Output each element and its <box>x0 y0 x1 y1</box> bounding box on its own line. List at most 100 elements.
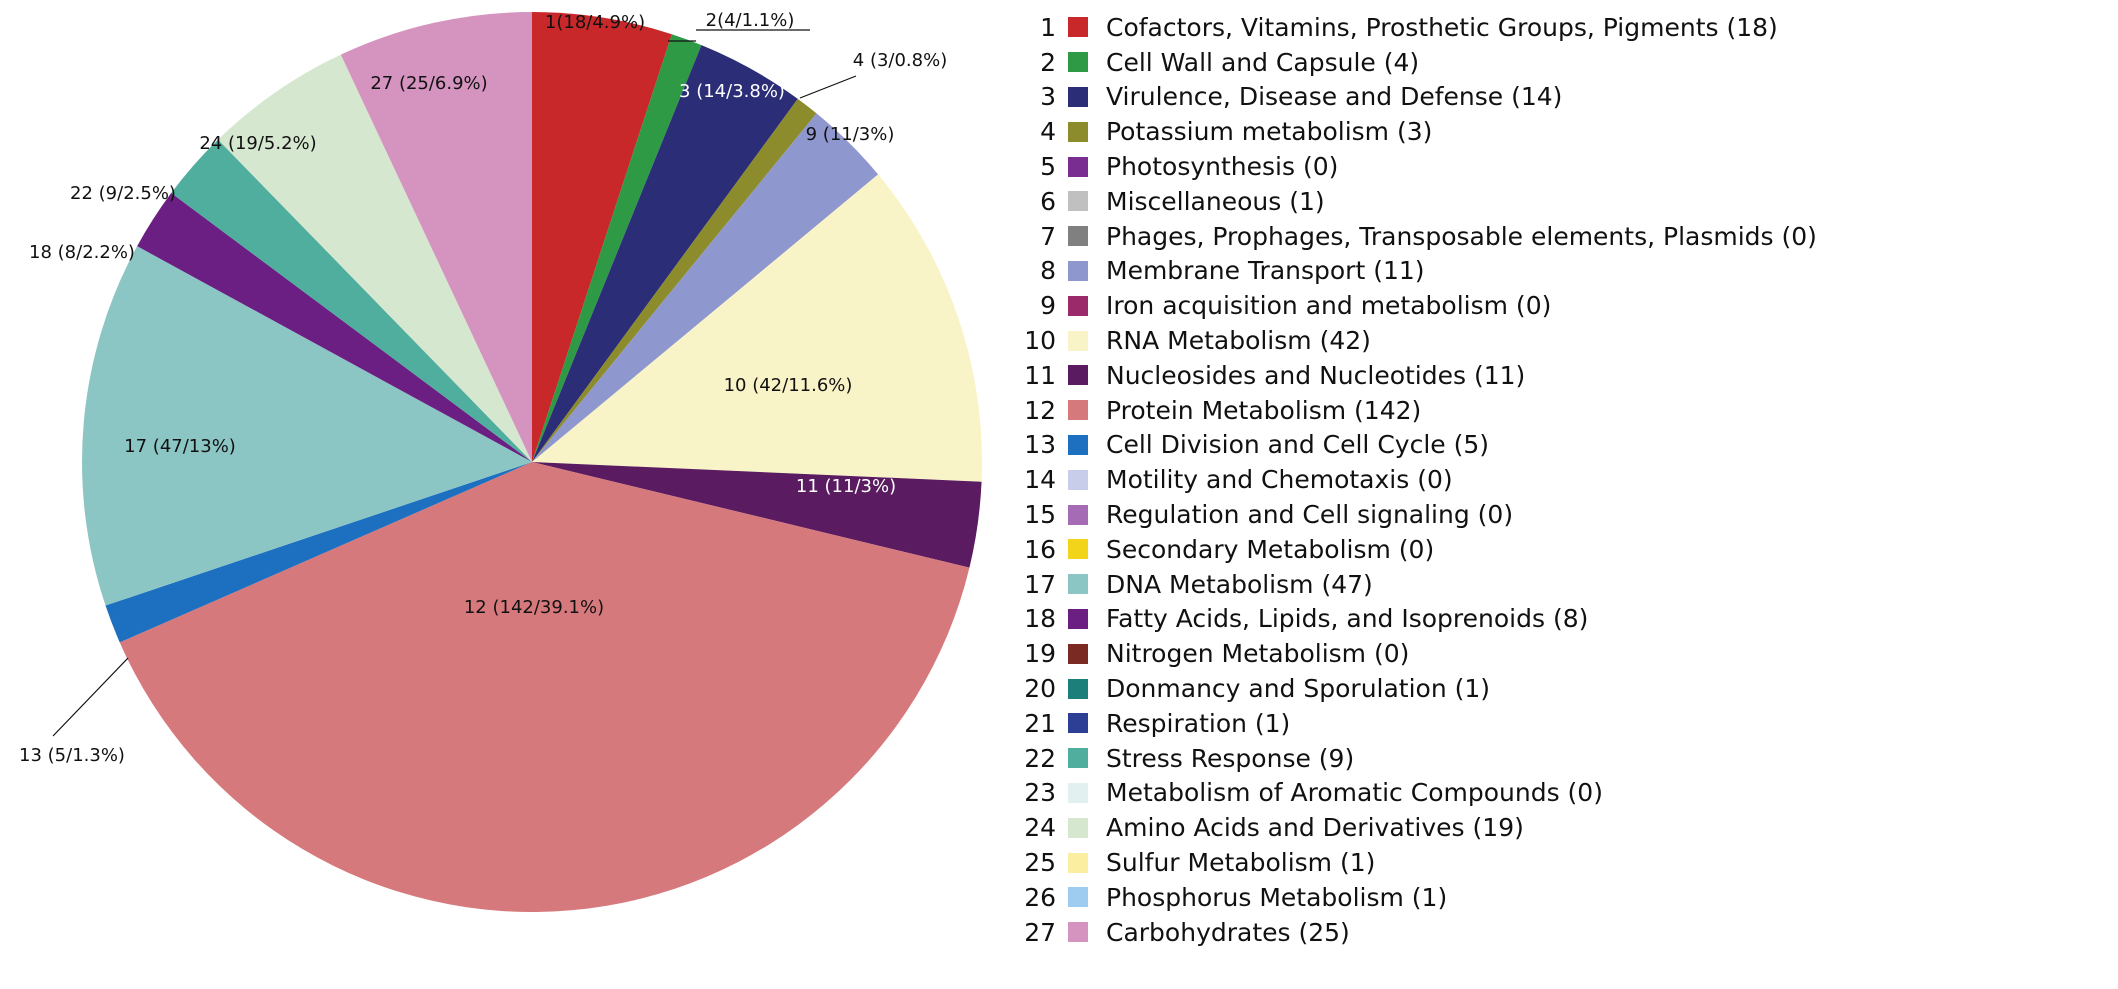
legend-swatch <box>1068 295 1088 316</box>
legend-item-24: 24 Amino Acids and Derivatives (19) <box>1010 810 2110 845</box>
legend-item-label: Carbohydrates (25) <box>1106 917 1350 947</box>
legend-item-label: Respiration (1) <box>1106 708 1291 738</box>
legend-item-label: Stress Response (9) <box>1106 743 1355 773</box>
legend-swatch <box>1068 713 1088 734</box>
legend-item-26: 26 Phosphorus Metabolism (1) <box>1010 880 2110 915</box>
legend-item-19: 19 Nitrogen Metabolism (0) <box>1010 636 2110 671</box>
legend-item-number: 9 <box>1040 291 1056 321</box>
pie-slice-22 <box>171 139 533 462</box>
legend-item-number: 5 <box>1040 152 1056 182</box>
slice-label-10: 10 (42/11.6%) <box>724 375 853 396</box>
legend-swatch <box>1068 191 1088 212</box>
legend-swatch <box>1068 17 1088 38</box>
legend-swatch <box>1068 539 1088 560</box>
legend-item-label: Metabolism of Aromatic Compounds (0) <box>1106 778 1603 808</box>
slice-label-11: 11 (11/3%) <box>796 476 896 497</box>
legend-item-number: 27 <box>1024 917 1056 947</box>
pie-slice-9 <box>532 113 879 462</box>
legend-swatch <box>1068 574 1088 595</box>
legend-item-number: 6 <box>1040 186 1056 216</box>
slice-label-17: 17 (47/13%) <box>124 436 236 457</box>
legend-item-1: 1 Cofactors, Vitamins, Prosthetic Groups,… <box>1010 10 2110 45</box>
legend-swatch <box>1068 330 1088 351</box>
pie-slices <box>81 12 982 912</box>
legend-item-13: 13 Cell Division and Cell Cycle (5) <box>1010 428 2110 463</box>
legend-item-4: 4 Potassium metabolism (3) <box>1010 114 2110 149</box>
legend-item-number: 22 <box>1024 743 1056 773</box>
slice-label-13: 13 (5/1.3%) <box>19 745 125 766</box>
legend-swatch <box>1068 608 1088 629</box>
slice-label-27: 27 (25/6.9%) <box>370 73 487 94</box>
legend-swatch <box>1068 504 1088 525</box>
legend-swatch <box>1068 817 1088 838</box>
legend-item-number: 13 <box>1024 430 1056 460</box>
legend-item-label: DNA Metabolism (47) <box>1106 569 1373 599</box>
legend-item-label: Iron acquisition and metabolism (0) <box>1106 291 1552 321</box>
legend-item-number: 23 <box>1024 778 1056 808</box>
pie-slice-11 <box>532 462 982 568</box>
pie-slice-27 <box>340 12 532 462</box>
legend-item-18: 18 Fatty Acids, Lipids, and Isoprenoids (… <box>1010 602 2110 637</box>
legend-swatch <box>1068 678 1088 699</box>
legend-item-label: Cell Division and Cell Cycle (5) <box>1106 430 1490 460</box>
legend-item-label: Donmancy and Sporulation (1) <box>1106 674 1491 704</box>
slice-label-24: 24 (19/5.2%) <box>199 133 316 154</box>
legend-item-number: 10 <box>1024 326 1056 356</box>
legend-item-number: 24 <box>1024 813 1056 843</box>
legend-item-label: Motility and Chemotaxis (0) <box>1106 465 1453 495</box>
legend-item-number: 20 <box>1024 674 1056 704</box>
legend-item-15: 15 Regulation and Cell signaling (0) <box>1010 497 2110 532</box>
slice-label-22: 22 (9/2.5%) <box>70 183 176 204</box>
legend-swatch <box>1068 400 1088 421</box>
legend-item-number: 4 <box>1040 117 1056 147</box>
legend-item-22: 22 Stress Response (9) <box>1010 741 2110 776</box>
legend-item-label: Miscellaneous (1) <box>1106 186 1325 216</box>
legend-item-11: 11 Nucleosides and Nucleotides (11) <box>1010 358 2110 393</box>
slice-label-18: 18 (8/2.2%) <box>29 242 135 263</box>
legend-item-label: Potassium metabolism (3) <box>1106 117 1433 147</box>
pie-slice-18 <box>137 193 533 462</box>
legend-item-label: Amino Acids and Derivatives (19) <box>1106 813 1524 843</box>
pie-slice-4 <box>532 98 817 462</box>
legend-swatch <box>1068 156 1088 177</box>
pie-slice-2 <box>532 34 702 462</box>
legend-item-3: 3 Virulence, Disease and Defense (14) <box>1010 80 2110 115</box>
slice-label-3: 3 (14/3.8%) <box>679 81 785 102</box>
legend-item-label: Nitrogen Metabolism (0) <box>1106 639 1410 669</box>
legend-item-number: 2 <box>1040 47 1056 77</box>
slice-label-2: 2(4/1.1%) <box>706 10 795 31</box>
legend-item-number: 1 <box>1040 12 1056 42</box>
legend-item-16: 16 Secondary Metabolism (0) <box>1010 532 2110 567</box>
legend-item-25: 25 Sulfur Metabolism (1) <box>1010 845 2110 880</box>
pie-slice-3 <box>532 45 798 463</box>
legend-item-label: Sulfur Metabolism (1) <box>1106 848 1376 878</box>
legend-item-number: 3 <box>1040 82 1056 112</box>
legend-swatch <box>1068 226 1088 247</box>
legend-item-number: 12 <box>1024 395 1056 425</box>
legend-item-number: 26 <box>1024 882 1056 912</box>
legend-swatch <box>1068 86 1088 107</box>
legend-swatch <box>1068 782 1088 803</box>
legend-swatch <box>1068 887 1088 908</box>
slice-label-12: 12 (142/39.1%) <box>464 597 604 618</box>
slice-label-4: 4 (3/0.8%) <box>853 50 947 71</box>
legend-item-number: 8 <box>1040 256 1056 286</box>
legend-item-label: Cell Wall and Capsule (4) <box>1106 47 1420 77</box>
legend-item-label: Regulation and Cell signaling (0) <box>1106 500 1514 530</box>
pie-chart: 1(18/4.9%) 2(4/1.1%) 3 (14/3.8%) 4 (3/0.8%)… <box>19 10 982 912</box>
legend-item-number: 7 <box>1040 221 1056 251</box>
pie-slice-17 <box>81 246 532 606</box>
legend-swatch <box>1068 922 1088 943</box>
legend-item-label: Cofactors, Vitamins, Prosthetic Groups, … <box>1106 12 1778 42</box>
legend-swatch <box>1068 748 1088 769</box>
legend-item-label: Virulence, Disease and Defense (14) <box>1106 82 1563 112</box>
legend-swatch <box>1068 52 1088 73</box>
legend-item-2: 2 Cell Wall and Capsule (4) <box>1010 45 2110 80</box>
legend-swatch <box>1068 365 1088 386</box>
legend-item-label: Membrane Transport (11) <box>1106 256 1425 286</box>
legend-item-17: 17 DNA Metabolism (47) <box>1010 567 2110 602</box>
legend-item-27: 27 Carbohydrates (25) <box>1010 915 2110 950</box>
legend-item-6: 6 Miscellaneous (1) <box>1010 184 2110 219</box>
legend-item-12: 12 Protein Metabolism (142) <box>1010 393 2110 428</box>
legend-item-20: 20 Donmancy and Sporulation (1) <box>1010 671 2110 706</box>
